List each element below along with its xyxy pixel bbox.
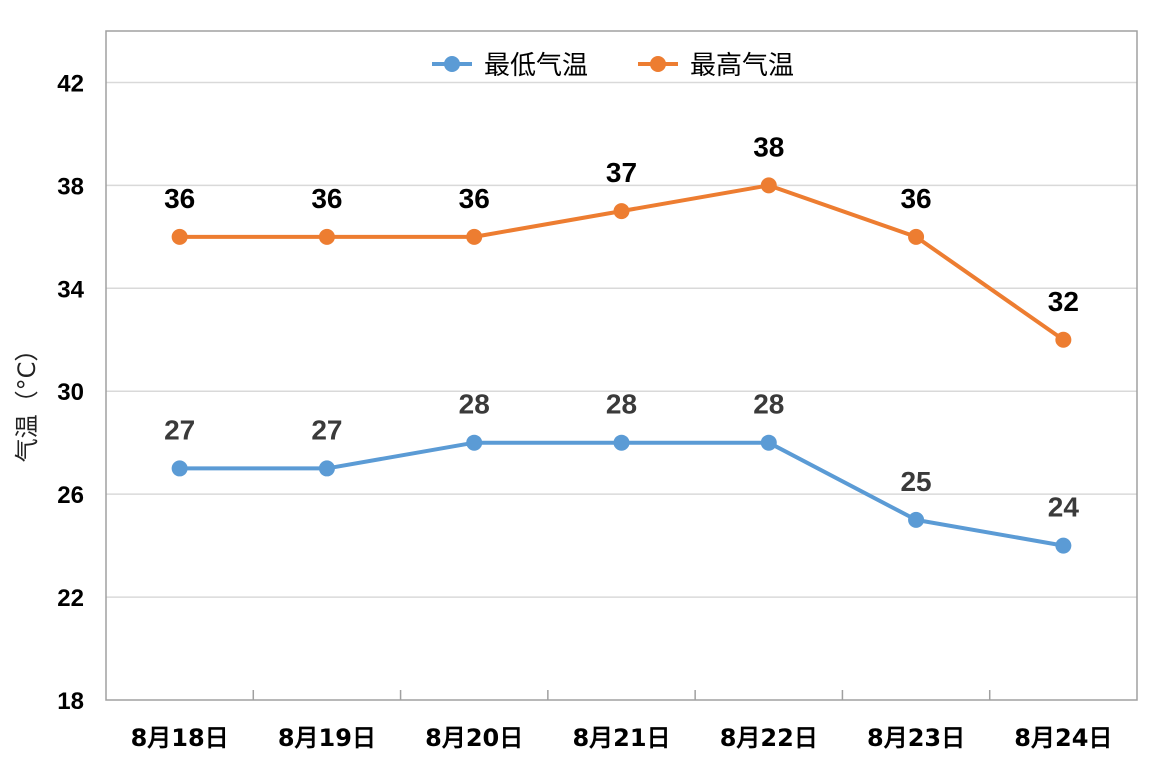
legend-item: 最低气温 <box>432 51 588 81</box>
data-point <box>908 228 925 245</box>
data-label: 28 <box>606 389 637 420</box>
x-tick-label: 8月19日 <box>278 724 376 752</box>
series-layer: 27 27 28 28 28 25 24 36 36 36 37 38 36 32 <box>164 131 1079 554</box>
data-label: 36 <box>311 183 342 214</box>
y-tick-label: 42 <box>57 70 84 97</box>
x-tick-label: 8月24日 <box>1014 724 1112 752</box>
data-label: 32 <box>1048 286 1079 317</box>
x-tick-label: 8月20日 <box>425 724 523 752</box>
y-tick-label: 30 <box>57 379 84 406</box>
data-point <box>760 177 777 194</box>
data-label: 28 <box>753 389 784 420</box>
data-label: 36 <box>459 183 490 214</box>
data-point <box>908 511 925 528</box>
legend-label: 最高气温 <box>690 51 794 81</box>
legend-label: 最低气温 <box>484 51 588 81</box>
data-label: 37 <box>606 157 637 188</box>
x-tick-label: 8月23日 <box>867 724 965 752</box>
legend-marker <box>444 56 460 72</box>
data-point <box>171 460 188 477</box>
plot-area-border <box>105 30 1138 701</box>
data-label: 28 <box>459 389 490 420</box>
y-tick-label: 26 <box>57 482 84 509</box>
data-point <box>1055 537 1072 554</box>
data-label: 24 <box>1048 492 1080 523</box>
x-tick-label: 8月22日 <box>720 724 818 752</box>
x-axis-ticks <box>252 690 991 700</box>
data-label: 25 <box>900 466 931 497</box>
x-tick-label: 8月21日 <box>572 724 670 752</box>
data-point <box>466 434 483 451</box>
y-tick-label: 34 <box>57 276 84 303</box>
series-low: 27 27 28 28 28 25 24 <box>164 389 1079 554</box>
data-point <box>318 460 335 477</box>
data-label: 27 <box>311 414 342 445</box>
data-point <box>171 228 188 245</box>
data-point <box>318 228 335 245</box>
data-label: 27 <box>164 414 195 445</box>
data-label: 38 <box>753 131 784 162</box>
legend: 最低气温 最高气温 <box>432 51 794 81</box>
x-tick-label: 8月18日 <box>131 724 229 752</box>
data-label: 36 <box>164 183 195 214</box>
gridlines <box>106 81 1137 598</box>
y-axis-label: 气温（°C） <box>13 338 41 463</box>
x-axis-tick-labels: 8月18日 8月19日 8月20日 8月21日 8月22日 8月23日 8月24日 <box>131 724 1113 752</box>
data-point <box>613 434 630 451</box>
data-point <box>1055 331 1072 348</box>
data-point <box>466 228 483 245</box>
series-high: 36 36 36 37 38 36 32 <box>164 131 1079 348</box>
data-point <box>613 203 630 220</box>
legend-item: 最高气温 <box>638 51 794 81</box>
data-label: 36 <box>900 183 931 214</box>
legend-marker <box>650 56 666 72</box>
y-axis-tick-labels: 18 22 26 30 34 38 42 <box>57 70 84 715</box>
y-tick-label: 22 <box>57 585 84 612</box>
y-tick-label: 38 <box>57 173 84 200</box>
y-tick-label: 18 <box>57 688 84 715</box>
data-point <box>760 434 777 451</box>
